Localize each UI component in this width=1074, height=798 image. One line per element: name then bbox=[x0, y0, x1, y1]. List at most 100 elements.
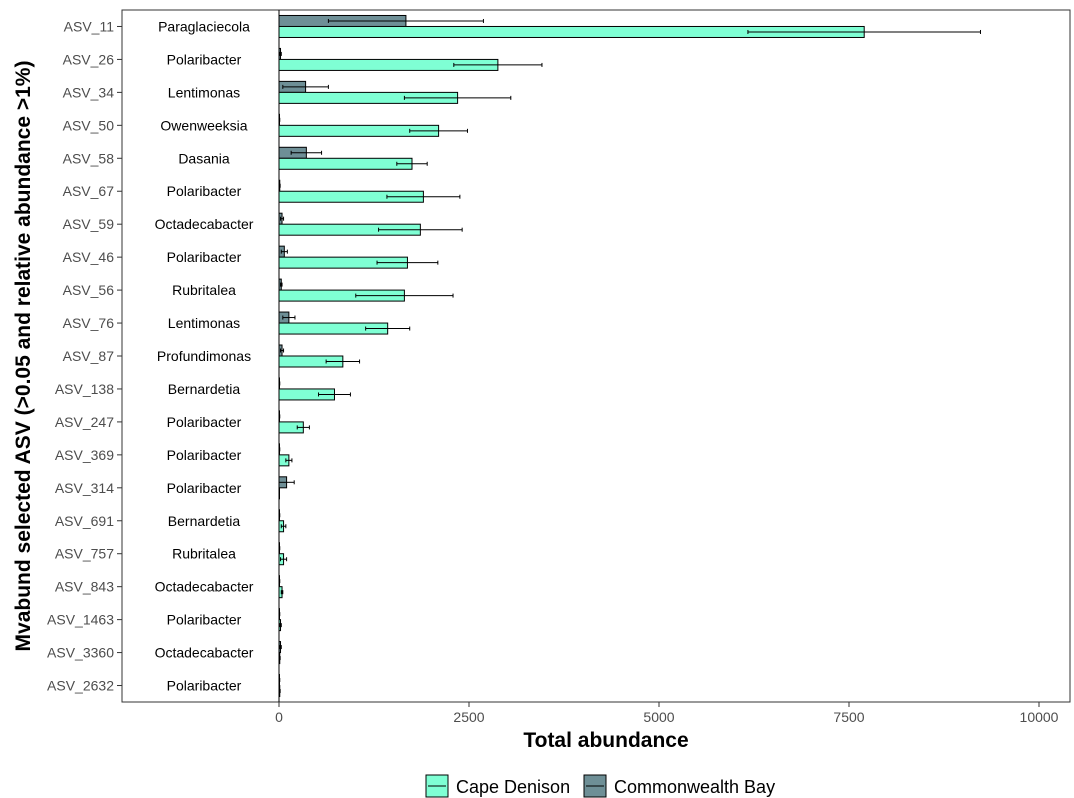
error-bar-commonwealth-bay bbox=[279, 51, 282, 56]
genus-label: Octadecabacter bbox=[155, 579, 254, 595]
error-bar-cape-denison bbox=[280, 590, 284, 595]
genus-label: Rubritalea bbox=[172, 282, 236, 298]
legend-label-commonwealth-bay: Commonwealth Bay bbox=[614, 777, 775, 797]
error-bar-cape-denison bbox=[278, 689, 281, 694]
y-tick-label: ASV_2632 bbox=[47, 678, 114, 694]
plot-panel bbox=[121, 9, 1071, 703]
y-tick-label: ASV_58 bbox=[63, 150, 115, 166]
y-tick-label: ASV_757 bbox=[55, 546, 114, 562]
y-tick-label: ASV_138 bbox=[55, 381, 114, 397]
error-bar-cape-denison bbox=[355, 293, 454, 298]
error-bar-commonwealth-bay bbox=[279, 645, 282, 650]
genus-label: Lentimonas bbox=[168, 84, 240, 100]
error-bar-cape-denison bbox=[285, 458, 293, 463]
error-bar-cape-denison bbox=[278, 656, 281, 661]
genus-label: Octadecabacter bbox=[155, 216, 254, 232]
bar-cape-denison bbox=[278, 487, 280, 500]
error-bar-cape-denison bbox=[296, 425, 310, 430]
error-bar-commonwealth-bay bbox=[278, 117, 281, 122]
y-tick-label: ASV_843 bbox=[55, 579, 114, 595]
x-tick-label: 5000 bbox=[643, 709, 674, 725]
y-tick-label: ASV_247 bbox=[55, 414, 114, 430]
error-bar-cape-denison bbox=[279, 623, 282, 628]
error-bar-commonwealth-bay bbox=[278, 513, 281, 518]
y-tick-label: ASV_34 bbox=[63, 84, 115, 100]
genus-label: Profundimonas bbox=[157, 348, 251, 364]
genus-label: Polaribacter bbox=[167, 183, 242, 199]
error-bar-cape-denison bbox=[365, 326, 411, 331]
error-bar-commonwealth-bay bbox=[278, 447, 281, 452]
x-axis-title: Total abundance bbox=[523, 729, 688, 752]
genus-label: Polaribacter bbox=[167, 480, 242, 496]
error-bar-commonwealth-bay bbox=[278, 579, 281, 584]
y-tick-label: ASV_59 bbox=[63, 216, 115, 232]
error-bar-cape-denison bbox=[453, 62, 543, 67]
error-bar-commonwealth-bay bbox=[280, 216, 285, 221]
legend: Cape Denison Commonwealth Bay bbox=[425, 774, 775, 798]
panel-border bbox=[121, 9, 1071, 703]
genus-label: Octadecabacter bbox=[155, 645, 254, 661]
error-bar-cape-denison bbox=[386, 194, 461, 199]
error-bar-cape-denison bbox=[280, 557, 288, 562]
error-bar-commonwealth-bay bbox=[280, 348, 285, 353]
legend-label-cape-denison: Cape Denison bbox=[456, 777, 570, 797]
genus-label: Polaribacter bbox=[167, 414, 242, 430]
genus-label: Bernardetia bbox=[168, 381, 241, 397]
error-bar-commonwealth-bay bbox=[278, 678, 281, 683]
x-axis: 0 2500 5000 7500 10000 bbox=[275, 702, 1059, 725]
y-tick-label: ASV_26 bbox=[63, 51, 115, 67]
error-bar-commonwealth-bay bbox=[278, 183, 281, 188]
error-bar-commonwealth-bay bbox=[290, 150, 323, 155]
bar-cape-denison bbox=[278, 157, 413, 170]
error-bar-cape-denison bbox=[409, 128, 468, 133]
y-tick-label: ASV_50 bbox=[63, 117, 115, 133]
error-bar-cape-denison bbox=[280, 524, 287, 529]
error-bar-commonwealth-bay bbox=[278, 414, 281, 419]
x-tick-label: 7500 bbox=[833, 709, 864, 725]
error-bar-cape-denison bbox=[747, 29, 981, 34]
y-axis: ASV_11 ASV_26 ASV_34 ASV_50 ASV_58 ASV_67 ASV_… bbox=[47, 18, 122, 694]
y-tick-label: ASV_56 bbox=[63, 282, 115, 298]
error-bar-commonwealth-bay bbox=[278, 480, 295, 485]
genus-labels-group: Paraglaciecola Polaribacter Lentimonas Owen… bbox=[155, 18, 254, 693]
genus-label: Polaribacter bbox=[167, 447, 242, 463]
error-bar-cape-denison bbox=[376, 260, 439, 265]
error-bars-group bbox=[278, 18, 981, 694]
error-bar-commonwealth-bay bbox=[278, 546, 281, 551]
error-bar-commonwealth-bay bbox=[282, 315, 296, 320]
y-tick-label: ASV_314 bbox=[55, 480, 114, 496]
x-tick-label: 2500 bbox=[453, 709, 484, 725]
x-tick-label: 10000 bbox=[1020, 709, 1059, 725]
error-bar-commonwealth-bay bbox=[278, 381, 281, 386]
genus-label: Paraglaciecola bbox=[158, 18, 250, 34]
y-tick-label: ASV_76 bbox=[63, 315, 115, 331]
genus-label: Rubritalea bbox=[172, 546, 236, 562]
error-bar-cape-denison bbox=[378, 227, 463, 232]
y-tick-label: ASV_67 bbox=[63, 183, 115, 199]
error-bar-commonwealth-bay bbox=[282, 84, 329, 89]
error-bar-commonwealth-bay bbox=[280, 282, 283, 287]
y-tick-label: ASV_11 bbox=[64, 18, 115, 34]
genus-label: Polaribacter bbox=[167, 249, 242, 265]
error-bar-cape-denison bbox=[325, 359, 361, 364]
error-bar-cape-denison bbox=[403, 95, 512, 100]
error-bar-commonwealth-bay bbox=[327, 18, 484, 23]
y-axis-title: Mvabund selected ASV (>0.05 and relative… bbox=[12, 61, 35, 652]
genus-label: Bernardetia bbox=[168, 513, 241, 529]
genus-label: Polaribacter bbox=[167, 678, 242, 694]
error-bar-commonwealth-bay bbox=[280, 249, 288, 254]
bars-group bbox=[278, 14, 865, 698]
y-tick-label: ASV_87 bbox=[63, 348, 115, 364]
error-bar-cape-denison bbox=[318, 392, 351, 397]
y-tick-label: ASV_1463 bbox=[47, 612, 114, 628]
error-bar-commonwealth-bay bbox=[278, 612, 281, 617]
y-tick-label: ASV_46 bbox=[63, 249, 115, 265]
genus-label: Polaribacter bbox=[167, 51, 242, 67]
y-tick-label: ASV_691 bbox=[55, 513, 114, 529]
error-bar-cape-denison bbox=[396, 161, 428, 166]
y-tick-label: ASV_369 bbox=[55, 447, 114, 463]
x-tick-label: 0 bbox=[275, 709, 283, 725]
genus-label: Dasania bbox=[178, 150, 230, 166]
genus-label: Lentimonas bbox=[168, 315, 240, 331]
